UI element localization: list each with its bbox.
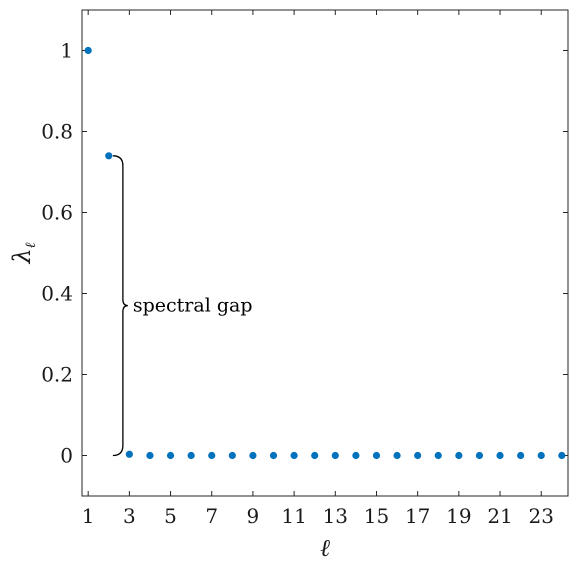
y-axis-label-main: λ xyxy=(8,248,36,264)
data-point xyxy=(558,451,566,460)
data-point xyxy=(393,451,401,460)
data-point xyxy=(187,451,195,460)
data-point xyxy=(455,451,463,460)
data-point xyxy=(166,451,175,460)
x-tick-label: 13 xyxy=(323,504,348,528)
y-axis-label: λℓ xyxy=(8,242,39,264)
y-tick-label: 1 xyxy=(60,39,73,63)
spectral-gap-label: spectral gap xyxy=(133,295,253,317)
y-tick-label: 0.6 xyxy=(41,201,73,225)
x-tick-label: 19 xyxy=(446,504,471,528)
x-tick-label: 15 xyxy=(364,504,389,528)
data-point xyxy=(84,46,92,55)
y-axis-label-subscript: ℓ xyxy=(23,242,39,248)
data-point xyxy=(537,451,545,460)
data-point xyxy=(125,450,133,458)
data-point xyxy=(208,451,216,460)
x-tick-label: 3 xyxy=(123,504,136,528)
plot-area xyxy=(81,9,569,497)
y-tick-label: 0 xyxy=(60,444,73,468)
data-point xyxy=(434,451,442,460)
y-tick-label: 0.8 xyxy=(41,120,73,144)
data-point xyxy=(331,451,339,460)
data-point xyxy=(496,451,504,460)
x-tick-label: 7 xyxy=(205,504,218,528)
x-tick-label: 9 xyxy=(247,504,260,528)
x-tick-label: 23 xyxy=(529,504,554,528)
x-tick-label: 1 xyxy=(82,504,95,528)
data-point xyxy=(414,451,422,460)
data-points xyxy=(84,46,566,460)
y-tick-label: 0.2 xyxy=(41,363,73,387)
x-tick-label: 17 xyxy=(405,504,430,528)
data-point xyxy=(517,451,525,460)
data-point xyxy=(290,451,298,460)
data-point xyxy=(311,451,319,460)
x-tick-label: 5 xyxy=(164,504,177,528)
data-point xyxy=(249,451,257,460)
data-point xyxy=(269,451,278,460)
y-tick-label: 0.4 xyxy=(41,282,73,306)
x-axis-label: ℓ xyxy=(320,534,330,562)
x-tick-label: 11 xyxy=(281,504,306,528)
tick-marks xyxy=(82,10,568,496)
data-point xyxy=(146,451,154,460)
data-point xyxy=(475,451,484,460)
data-point xyxy=(228,451,236,460)
data-point xyxy=(372,451,381,460)
data-point xyxy=(352,451,360,460)
data-point xyxy=(105,152,113,160)
x-tick-label: 21 xyxy=(487,504,512,528)
